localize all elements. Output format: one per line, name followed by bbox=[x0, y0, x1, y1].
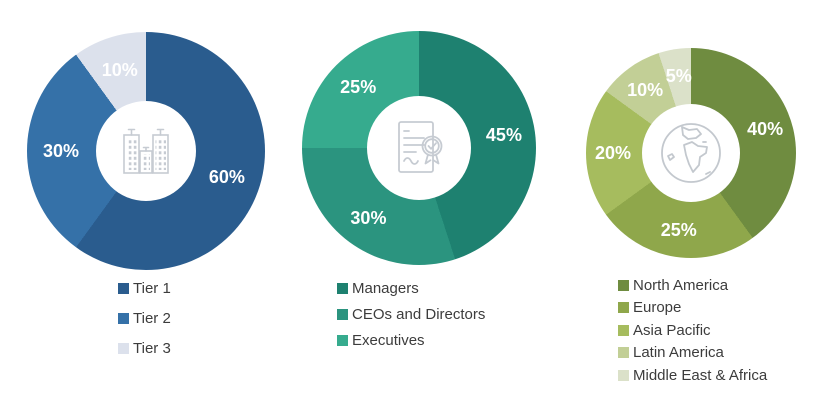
legend-item: Executives bbox=[337, 327, 485, 353]
legend-swatch bbox=[337, 282, 348, 294]
donut-center bbox=[96, 101, 196, 201]
legend-label: Managers bbox=[352, 279, 419, 297]
legend-swatch bbox=[618, 302, 629, 313]
legend-label: Tier 1 bbox=[133, 279, 171, 297]
legend-swatch bbox=[618, 324, 629, 336]
legend-label: Tier 3 bbox=[133, 339, 171, 357]
legend-item: Europe bbox=[618, 296, 767, 319]
legend-swatch bbox=[118, 282, 129, 294]
slice-label: 20% bbox=[594, 143, 632, 163]
legend-swatch bbox=[618, 347, 629, 358]
slice-label: 5% bbox=[665, 65, 692, 86]
slice-label: 25% bbox=[340, 77, 377, 98]
legend-item: Managers bbox=[337, 275, 485, 301]
legend-label: Tier 2 bbox=[133, 309, 171, 327]
legend-swatch bbox=[618, 279, 629, 291]
slice-label: 10% bbox=[101, 60, 138, 81]
slice-label: 40% bbox=[747, 118, 784, 139]
donut-center bbox=[367, 96, 471, 200]
legend-item: Middle East & Africa bbox=[618, 364, 767, 387]
legend: Managers CEOs and Directors Executives bbox=[337, 275, 485, 353]
certificate-icon bbox=[398, 121, 443, 173]
legend-item: Tier 1 bbox=[118, 273, 171, 303]
legend-item: Tier 2 bbox=[118, 303, 171, 333]
legend-item: Latin America bbox=[618, 341, 767, 364]
slice-label: 25% bbox=[660, 220, 697, 241]
donut-ring bbox=[302, 31, 536, 265]
legend-label: Latin America bbox=[633, 344, 724, 361]
slice-label: 10% bbox=[627, 79, 664, 100]
legend-label: North America bbox=[633, 276, 729, 294]
legend-label: Europe bbox=[633, 299, 682, 316]
legend: North America Europe Asia Pacific Latin Ame… bbox=[618, 274, 767, 387]
legend-item: Tier 3 bbox=[118, 333, 171, 363]
slice-label: 60% bbox=[208, 167, 245, 188]
donut-center bbox=[642, 104, 740, 202]
donut-ring bbox=[586, 48, 796, 258]
slice-label: 30% bbox=[350, 207, 387, 228]
legend-label: Executives bbox=[352, 331, 425, 349]
legend-swatch bbox=[618, 369, 629, 381]
legend-item: Asia Pacific bbox=[618, 319, 767, 342]
legend-label: CEOs and Directors bbox=[352, 305, 486, 323]
globe-icon bbox=[661, 123, 721, 183]
slice-label: 30% bbox=[42, 141, 80, 161]
buildings-icon bbox=[123, 128, 169, 174]
legend-swatch bbox=[337, 334, 348, 346]
legend-swatch bbox=[118, 342, 129, 354]
legend: Tier 1 Tier 2 Tier 3 bbox=[118, 273, 171, 363]
legend-item: CEOs and Directors bbox=[337, 301, 485, 327]
legend-item: North America bbox=[618, 274, 767, 297]
legend-label: Asia Pacific bbox=[633, 321, 711, 339]
legend-swatch bbox=[337, 308, 348, 320]
donut-ring bbox=[27, 32, 265, 270]
legend-swatch bbox=[118, 312, 129, 324]
slice-label: 45% bbox=[485, 124, 522, 145]
legend-label: Middle East & Africa bbox=[633, 366, 768, 384]
